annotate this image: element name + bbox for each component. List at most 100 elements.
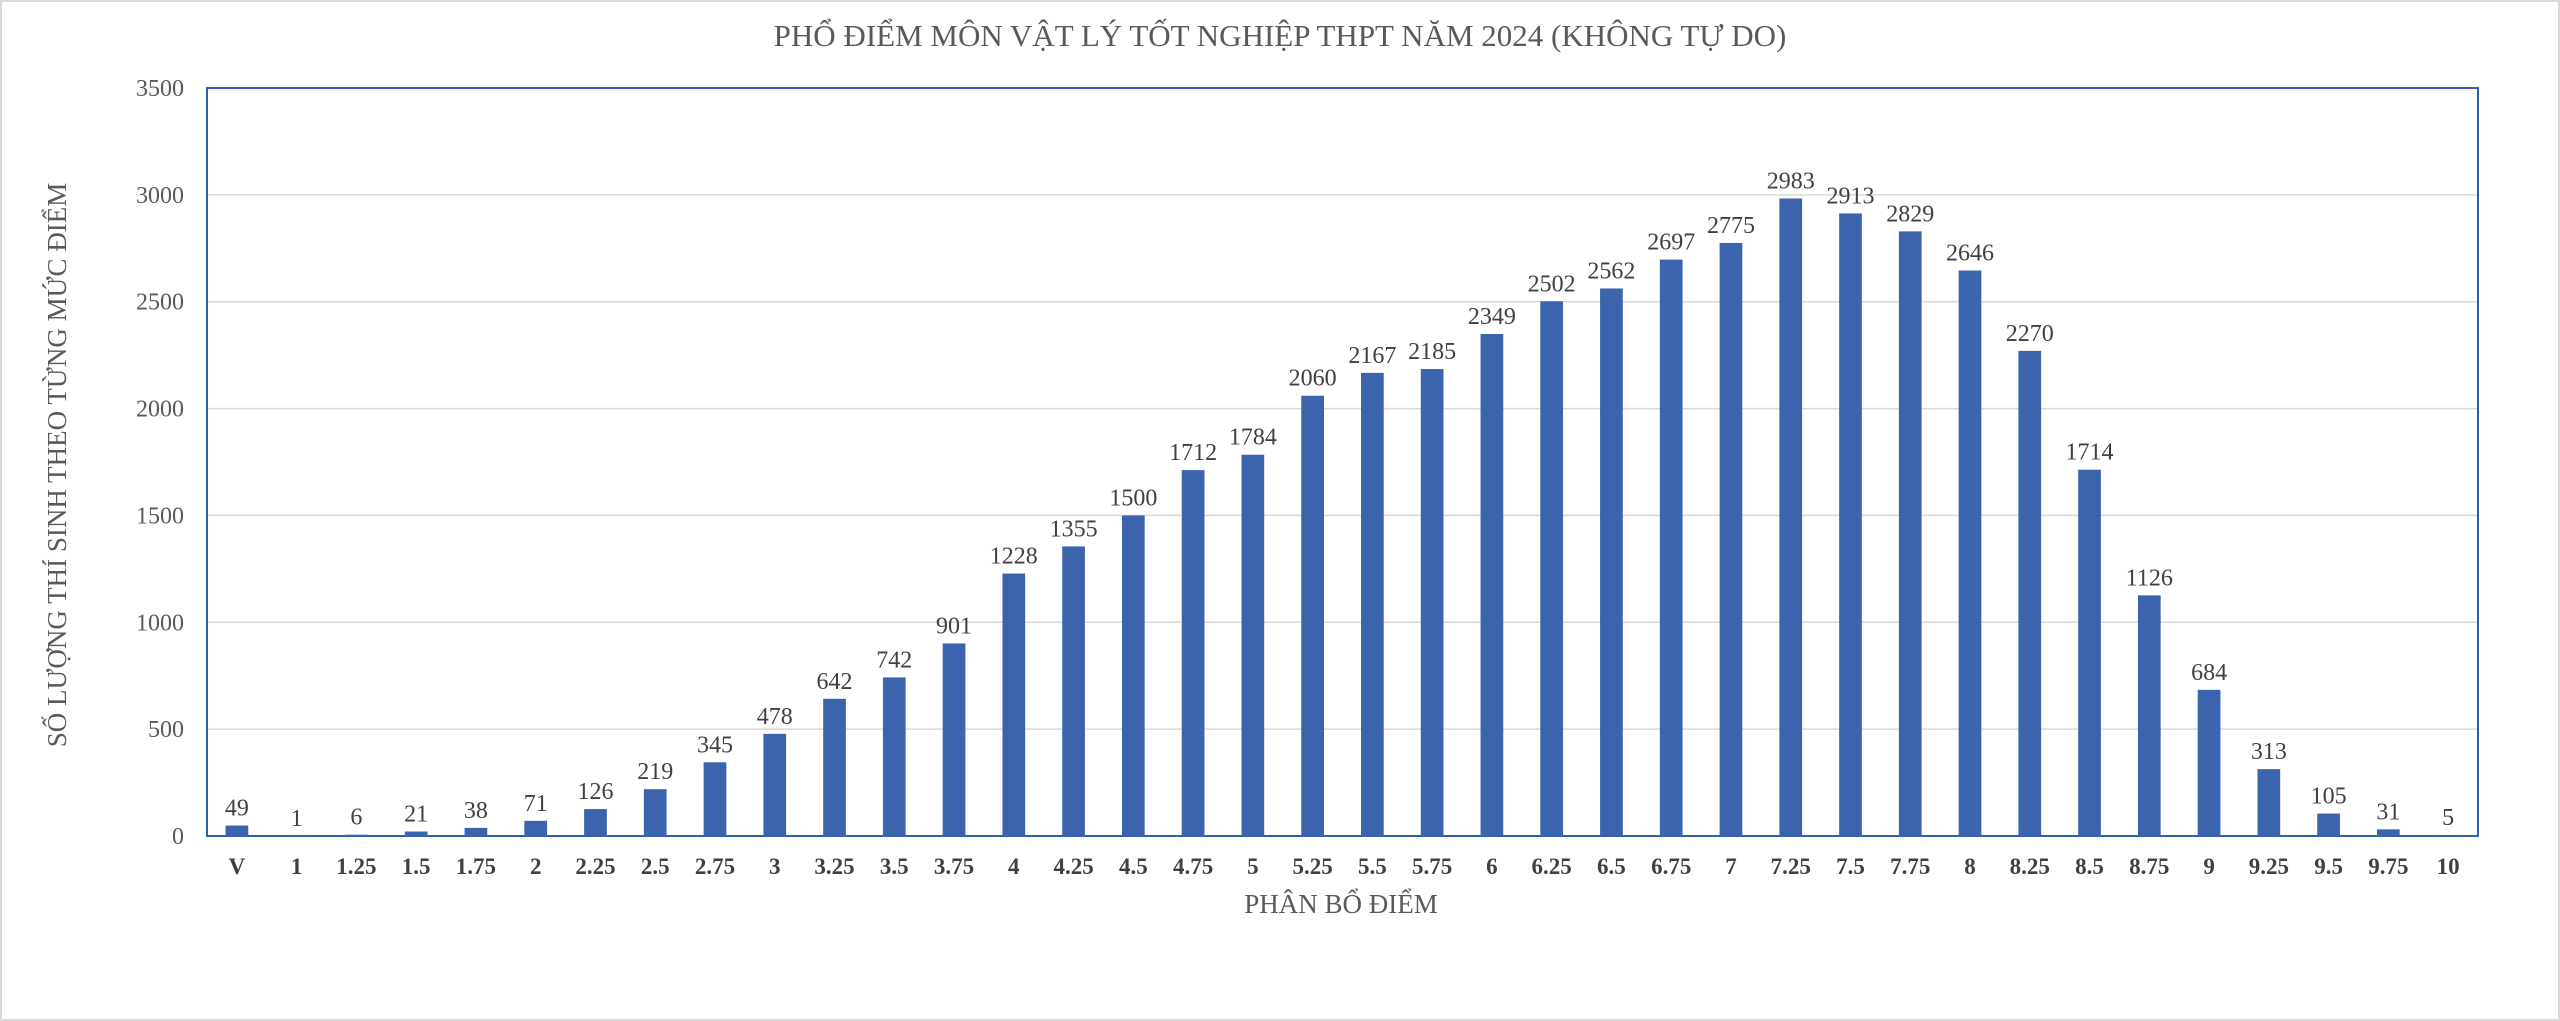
x-tick-label: 5.75 <box>1412 854 1452 879</box>
bar <box>1958 270 1982 837</box>
x-tick-label: 3.5 <box>880 854 909 879</box>
data-label: 742 <box>876 647 912 673</box>
data-label: 2270 <box>2006 321 2054 347</box>
bar <box>2377 829 2400 836</box>
data-label: 5 <box>2442 805 2454 831</box>
bar <box>942 643 966 836</box>
x-tick-label: 3 <box>769 854 781 879</box>
x-tick-label: 7 <box>1725 854 1737 879</box>
y-tick-label: 3500 <box>136 76 184 102</box>
data-label: 1500 <box>1109 485 1157 511</box>
bar <box>2257 769 2281 836</box>
data-label: 6 <box>350 805 362 831</box>
data-label: 31 <box>2376 799 2400 825</box>
data-label: 38 <box>464 798 488 824</box>
data-label: 345 <box>697 732 733 758</box>
data-label: 1355 <box>1050 516 1098 542</box>
x-tick-label: 6.75 <box>1651 854 1691 879</box>
bar <box>1181 470 1205 836</box>
x-tick-label: 1.75 <box>456 854 496 879</box>
bar <box>1121 515 1145 836</box>
data-label: 1714 <box>2066 440 2114 466</box>
x-tick-label: 8.25 <box>2010 854 2050 879</box>
data-label: 2913 <box>1826 183 1874 209</box>
bar <box>584 809 607 836</box>
data-label: 1 <box>291 806 303 832</box>
x-tick-label: 7.25 <box>1771 854 1811 879</box>
data-label: 2185 <box>1408 339 1456 365</box>
data-label: 2646 <box>1946 241 1994 267</box>
data-label: 901 <box>936 613 972 639</box>
data-label: 105 <box>2311 784 2347 810</box>
bar <box>882 677 906 836</box>
x-tick-label: 4.25 <box>1053 854 1093 879</box>
bars <box>225 198 2460 837</box>
y-tick-label: 2000 <box>136 397 184 423</box>
y-tick-label: 0 <box>172 824 184 850</box>
x-tick-label: 2.75 <box>695 854 735 879</box>
bar <box>1301 395 1324 836</box>
bar <box>703 762 727 836</box>
data-label: 2167 <box>1348 343 1396 369</box>
x-tick-label: 10 <box>2437 854 2460 879</box>
bar <box>1898 231 1922 836</box>
y-tick-label: 2500 <box>136 290 184 316</box>
x-tick-label: 9.5 <box>2314 854 2343 879</box>
x-tick-label: 4 <box>1008 854 1020 879</box>
data-label: 1784 <box>1229 425 1277 451</box>
bar <box>2436 834 2460 836</box>
chart-title: PHỔ ĐIỂM MÔN VẬT LÝ TỐT NGHIỆP THPT NĂM … <box>774 17 1787 53</box>
bar <box>1420 369 1444 836</box>
data-label: 2060 <box>1289 366 1337 392</box>
bar <box>1241 454 1265 836</box>
bar <box>1779 198 1803 836</box>
x-tick-label: 7.5 <box>1836 854 1865 879</box>
x-tick-label: 9 <box>2203 854 2215 879</box>
data-label: 2502 <box>1528 271 1576 297</box>
bar <box>404 831 428 836</box>
data-label: 126 <box>577 779 613 805</box>
y-tick-label: 1500 <box>136 503 184 529</box>
y-axis-ticks: 0 500 1000 1500 2000 2500 3000 3500 <box>136 76 184 850</box>
data-label: 1228 <box>990 544 1038 570</box>
data-label: 478 <box>757 704 793 730</box>
bar <box>1062 546 1085 836</box>
x-tick-label: 6.5 <box>1597 854 1626 879</box>
data-label: 2349 <box>1468 304 1516 330</box>
bar <box>763 733 787 836</box>
y-axis-title: SỐ LƯỢNG THÍ SINH THEO TỪNG MỨC ĐIỂM <box>41 183 72 748</box>
bar <box>1719 242 1743 836</box>
x-tick-label: V <box>229 854 246 879</box>
bar <box>2018 350 2042 836</box>
bar <box>225 825 249 836</box>
data-label: 1126 <box>2126 565 2173 591</box>
y-tick-label: 3000 <box>136 183 184 209</box>
x-tick-label: 5 <box>1247 854 1259 879</box>
bar <box>1600 288 1623 836</box>
data-label: 21 <box>404 802 428 828</box>
bar <box>1002 573 1026 836</box>
bar <box>2197 689 2221 836</box>
bar <box>2078 469 2101 836</box>
x-tick-label: 2.5 <box>641 854 670 879</box>
bar <box>1839 213 1862 836</box>
x-tick-label: 5.5 <box>1358 854 1387 879</box>
x-tick-label: 1.5 <box>402 854 431 879</box>
y-tick-label: 500 <box>148 717 184 743</box>
data-label: 49 <box>225 796 249 822</box>
bar <box>823 698 846 836</box>
data-label: 313 <box>2251 739 2287 765</box>
gridlines <box>207 87 2478 837</box>
x-tick-label: 2 <box>530 854 542 879</box>
x-tick-label: 8.5 <box>2075 854 2104 879</box>
data-label: 2562 <box>1587 258 1635 284</box>
x-tick-label: 9.75 <box>2368 854 2408 879</box>
bar <box>1480 333 1504 836</box>
y-tick-label: 1000 <box>136 610 184 636</box>
x-tick-label: 6 <box>1486 854 1498 879</box>
x-tick-label: 1 <box>291 854 303 879</box>
x-tick-label: 4.75 <box>1173 854 1213 879</box>
data-label: 2775 <box>1707 213 1755 239</box>
